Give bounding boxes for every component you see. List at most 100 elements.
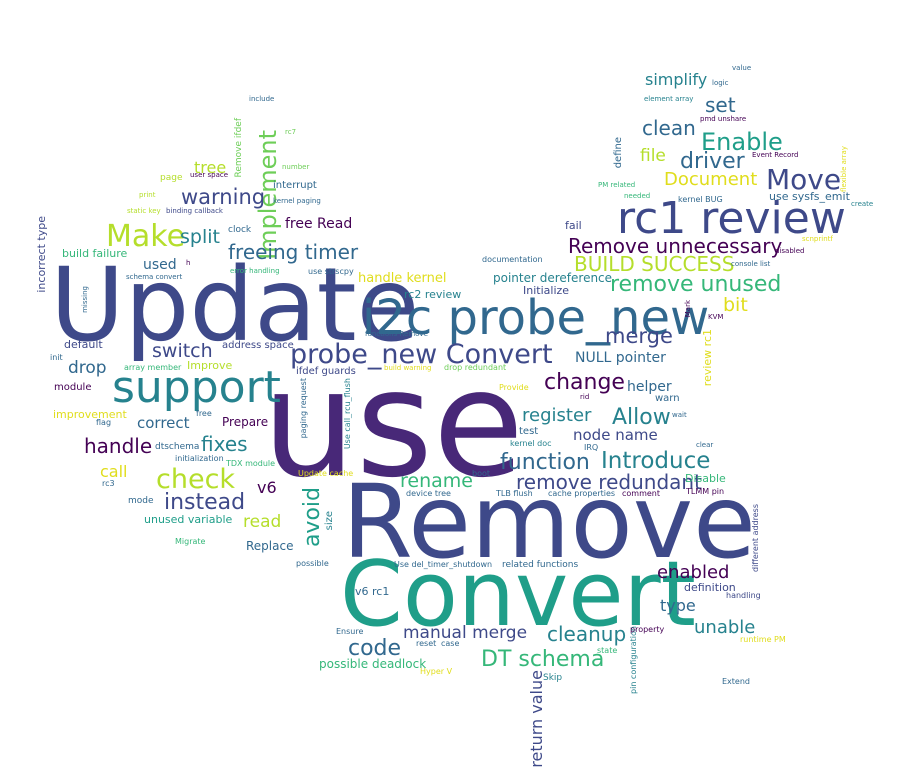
cloud-word: clock bbox=[228, 225, 252, 235]
cloud-word: scnprintf bbox=[802, 235, 833, 243]
cloud-word: pointer dereference bbox=[493, 271, 613, 285]
cloud-word: Improve bbox=[187, 359, 233, 372]
cloud-word: handle bbox=[84, 434, 153, 458]
cloud-word: print bbox=[139, 191, 156, 199]
cloud-word: flexible array bbox=[840, 146, 848, 192]
cloud-word: runtime PM bbox=[740, 635, 786, 644]
cloud-word: DT schema bbox=[481, 647, 605, 672]
cloud-word: mode bbox=[128, 496, 154, 506]
cloud-word: TLB flush bbox=[496, 489, 533, 498]
cloud-word: rc3 bbox=[102, 479, 115, 488]
cloud-word: flag bbox=[96, 418, 112, 427]
cloud-word: property bbox=[630, 625, 665, 634]
cloud-word: probe_new Convert bbox=[290, 339, 553, 370]
cloud-word: instead bbox=[164, 490, 246, 515]
cloud-word: Hyper V bbox=[420, 667, 453, 676]
cloud-word: init bbox=[50, 353, 63, 362]
cloud-word: fixes bbox=[201, 432, 248, 456]
cloud-word: reset bbox=[416, 639, 437, 648]
cloud-word: clear bbox=[696, 441, 714, 449]
cloud-word: IRQ bbox=[584, 443, 599, 452]
cloud-word: binding callback bbox=[166, 207, 223, 215]
cloud-word: TLMM pin bbox=[686, 487, 725, 496]
cloud-word: include bbox=[249, 95, 275, 103]
cloud-word: cache properties bbox=[548, 489, 616, 498]
cloud-word: Allow bbox=[612, 405, 671, 430]
cloud-word: enabled bbox=[657, 562, 730, 583]
cloud-word: v6 rc1 bbox=[355, 585, 390, 598]
cloud-word: default bbox=[64, 338, 103, 351]
cloud-word: pin configuration bbox=[629, 626, 638, 694]
cloud-word: avoid bbox=[300, 487, 325, 548]
cloud-word: functions Remove bbox=[365, 330, 428, 338]
cloud-word: possible bbox=[296, 559, 329, 568]
cloud-word: Use call_rcu_flush bbox=[343, 378, 352, 450]
cloud-word: Ensure bbox=[336, 627, 364, 636]
cloud-word: create bbox=[851, 200, 874, 208]
cloud-word: Migrate bbox=[175, 537, 206, 546]
cloud-word: boot bbox=[472, 469, 491, 478]
cloud-word: helper bbox=[627, 379, 672, 395]
cloud-word: missing bbox=[81, 286, 89, 313]
cloud-word: cleanup bbox=[547, 622, 627, 646]
cloud-word: code bbox=[348, 636, 402, 661]
cloud-word: Event Record bbox=[752, 151, 799, 159]
cloud-word: clean bbox=[642, 116, 696, 140]
cloud-word: pmd unshare bbox=[700, 115, 747, 123]
cloud-word: logic bbox=[712, 79, 729, 87]
cloud-word: size bbox=[324, 511, 335, 531]
cloud-word: correct bbox=[137, 414, 190, 432]
cloud-word: element array bbox=[644, 95, 694, 103]
cloud-word: schema convert bbox=[126, 273, 183, 281]
cloud-word: read bbox=[243, 512, 282, 532]
cloud-word: used bbox=[143, 257, 177, 273]
cloud-word: support bbox=[112, 362, 281, 413]
cloud-word: return value bbox=[527, 670, 546, 768]
cloud-word: drop bbox=[68, 358, 107, 378]
cloud-word: file bbox=[640, 146, 666, 166]
cloud-word: Remove unnecessary bbox=[568, 234, 783, 258]
cloud-word: PM related bbox=[598, 181, 636, 189]
cloud-word: review rc1 bbox=[701, 329, 714, 387]
cloud-word: kernel doc bbox=[510, 439, 552, 448]
cloud-word: documentation bbox=[482, 255, 543, 264]
cloud-word: Make bbox=[106, 219, 186, 254]
cloud-word: Introduce bbox=[601, 448, 711, 474]
cloud-word: manual merge bbox=[403, 623, 528, 643]
cloud-word: Update cache bbox=[298, 469, 354, 478]
cloud-word: free bbox=[196, 409, 212, 418]
cloud-word: freeing timer bbox=[228, 240, 359, 264]
cloud-word: type bbox=[660, 596, 696, 615]
cloud-word: change bbox=[544, 370, 625, 395]
cloud-word: error handling bbox=[230, 267, 280, 275]
cloud-word: array member bbox=[124, 363, 182, 372]
cloud-word: driver bbox=[680, 149, 745, 174]
cloud-word: use sysfs_emit bbox=[769, 190, 850, 203]
cloud-word: address space bbox=[222, 340, 294, 351]
cloud-word: switch bbox=[152, 340, 213, 362]
cloud-word: user space bbox=[190, 171, 229, 179]
cloud-word: register bbox=[522, 405, 592, 426]
cloud-word: Remove bbox=[342, 463, 756, 582]
cloud-word: Provide bbox=[499, 383, 529, 392]
cloud-word: Remove ifdef bbox=[234, 118, 244, 178]
cloud-word: needed bbox=[624, 192, 651, 200]
cloud-word: comment bbox=[622, 489, 661, 498]
cloud-word: different address bbox=[751, 504, 760, 572]
cloud-word: free Read bbox=[285, 216, 353, 232]
cloud-word: Initialize bbox=[523, 284, 570, 297]
cloud-word: h bbox=[186, 259, 191, 267]
cloud-word: rc2 review bbox=[404, 288, 462, 301]
cloud-word: handling bbox=[726, 591, 761, 600]
cloud-word: Extend bbox=[722, 677, 750, 686]
cloud-word: dtschema bbox=[155, 442, 200, 452]
cloud-word: bit bbox=[723, 294, 748, 316]
cloud-word: Skip bbox=[543, 673, 563, 683]
cloud-word: drop redundant bbox=[444, 363, 507, 372]
cloud-word: TDX module bbox=[226, 459, 276, 468]
cloud-word: check bbox=[156, 464, 236, 495]
cloud-word: console list bbox=[731, 260, 771, 268]
cloud-word: set bbox=[705, 93, 736, 117]
cloud-word: node name bbox=[573, 426, 658, 444]
cloud-word: simplify bbox=[645, 70, 708, 89]
